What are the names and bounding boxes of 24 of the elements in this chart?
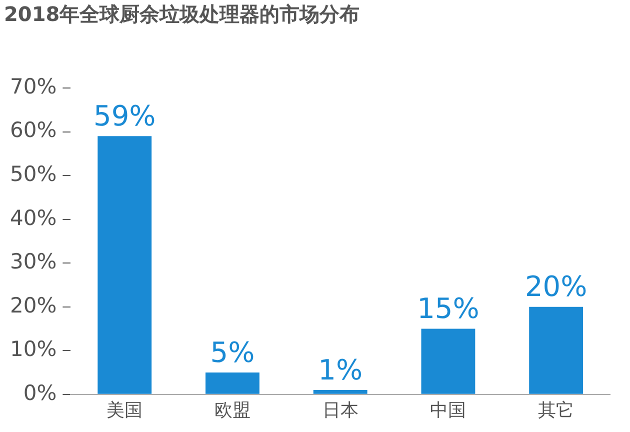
bar [529, 306, 584, 394]
bar [421, 328, 476, 394]
chart-title: 2018年全球厨余垃圾处理器的市场分布 [4, 2, 360, 26]
bar [98, 136, 152, 394]
y-tick-label: 20% [10, 293, 57, 318]
x-tick-label: 日本 [322, 400, 358, 421]
bar [313, 390, 368, 394]
y-tick-label: 0% [23, 380, 57, 405]
data-label: 59% [93, 99, 156, 132]
x-tick-label: 中国 [430, 400, 466, 421]
x-tick-label: 欧盟 [214, 400, 250, 421]
y-tick-label: 70% [10, 74, 57, 98]
bar [206, 372, 260, 394]
data-label: 15% [417, 292, 480, 326]
data-label: 1% [318, 353, 363, 386]
data-label: 20% [524, 270, 588, 304]
y-tick-label: 40% [10, 206, 57, 230]
y-tick-label: 50% [10, 162, 57, 186]
x-tick-label: 其它 [538, 400, 574, 421]
x-tick-label: 美国 [106, 400, 143, 421]
y-tick-label: 30% [10, 250, 57, 274]
data-label: 5% [210, 336, 255, 369]
y-tick-label: 10% [10, 337, 57, 362]
y-tick-label: 60% [10, 118, 57, 142]
